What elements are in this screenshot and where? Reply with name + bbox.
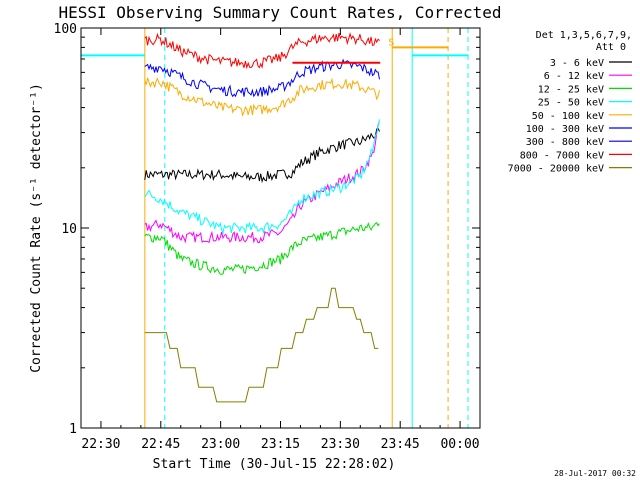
x-tick-label-3: 23:15 (261, 437, 300, 452)
x-tick-label-5: 23:45 (381, 437, 420, 452)
legend-label-5: 100 - 300 keV (526, 124, 604, 135)
y-tick-label-1: 10 (61, 222, 77, 237)
x-tick-label-4: 23:30 (321, 437, 360, 452)
x-tick-label-6: 00:00 (440, 437, 479, 452)
legend-header-line-1: Det 1,3,5,6,7,9, (536, 30, 632, 41)
legend-label-1: 6 - 12 keV (544, 71, 604, 82)
legend: Det 1,3,5,6,7,9,Att 0 3 - 6 keV 6 - 12 keV… (508, 30, 632, 175)
series-line-1 (144, 122, 380, 244)
chart-title: HESSI Observing Summary Count Rates, Cor… (58, 3, 501, 22)
legend-label-8: 7000 - 20000 keV (508, 164, 604, 175)
series-line-2 (144, 221, 380, 275)
series-line-4 (144, 77, 380, 117)
x-tick-label-0: 22:30 (81, 437, 120, 452)
y-tick-label-0: 1 (69, 422, 77, 437)
x-tick-label-2: 23:00 (201, 437, 240, 452)
series-line-7 (144, 32, 380, 70)
series-line-0 (144, 127, 380, 184)
legend-header-line-2: Att 0 (596, 42, 626, 53)
legend-label-0: 3 - 6 keV (550, 58, 604, 69)
x-axis-label: Start Time (30-Jul-15 22:28:02) (153, 457, 396, 472)
legend-label-6: 300 - 800 keV (526, 137, 604, 148)
plot-area: S (81, 28, 469, 428)
y-axis-label: Corrected Count Rate (s⁻¹ detector⁻¹) (29, 83, 44, 373)
legend-label-4: 50 - 100 keV (532, 111, 604, 122)
series-line-3 (144, 119, 380, 235)
legend-label-7: 800 - 7000 keV (520, 150, 604, 161)
x-tick-label-1: 22:45 (141, 437, 180, 452)
y-tick-label-2: 100 (54, 22, 77, 37)
series-line-8 (144, 287, 379, 403)
timestamp: 28-Jul-2017 00:32 (554, 469, 636, 478)
s-marker: S (388, 37, 394, 48)
series-line-5 (144, 58, 380, 98)
legend-label-2: 12 - 25 keV (538, 84, 604, 95)
legend-label-3: 25 - 50 keV (538, 98, 604, 109)
